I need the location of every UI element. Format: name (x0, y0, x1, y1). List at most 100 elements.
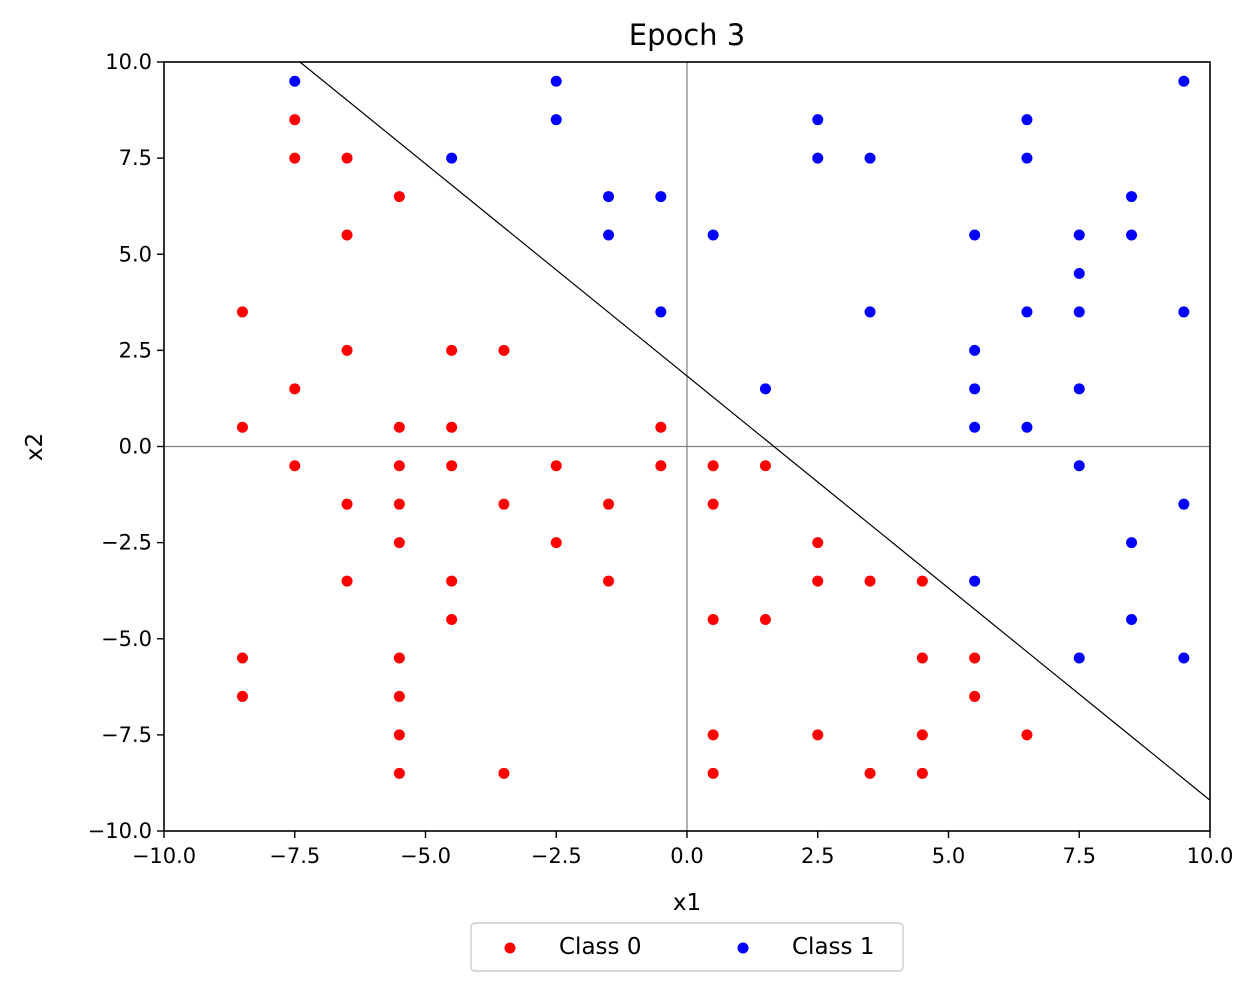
class-1-point (1021, 306, 1033, 318)
class-1-point (759, 383, 771, 395)
class-1-point (1073, 306, 1085, 318)
class-1-point (812, 114, 824, 126)
class-0-point (446, 344, 458, 356)
class-1-point (1126, 229, 1138, 241)
class-1-point (969, 383, 981, 395)
class-1-point (289, 75, 301, 87)
x-tick-label: 7.5 (1063, 844, 1096, 868)
class-0-point (812, 729, 824, 741)
y-tick-label: 0.0 (119, 435, 152, 459)
class-0-point (393, 498, 405, 510)
x-tick-label: 10.0 (1187, 844, 1234, 868)
class-0-point (655, 460, 667, 472)
class-0-point (289, 460, 301, 472)
class-0-point (707, 729, 719, 741)
y-tick-label: 5.0 (119, 242, 152, 266)
class-0-point (864, 575, 876, 587)
class-1-point (1178, 75, 1190, 87)
class-0-point (393, 690, 405, 702)
class-1-point (1178, 306, 1190, 318)
class-1-point (1178, 498, 1190, 510)
class-0-point (707, 460, 719, 472)
class-1-point (1126, 614, 1138, 626)
legend-marker-class-1 (737, 942, 749, 954)
class-0-point (446, 614, 458, 626)
class-0-point (446, 421, 458, 433)
x-tick-label: −10.0 (132, 844, 196, 868)
class-0-point (289, 114, 301, 126)
class-0-point (498, 498, 510, 510)
legend-marker-class-0 (504, 942, 516, 954)
class-1-point (655, 306, 667, 318)
x-tick-label: −5.0 (400, 844, 451, 868)
class-1-point (1126, 191, 1138, 203)
class-0-point (393, 191, 405, 203)
class-0-point (1021, 729, 1033, 741)
class-0-point (393, 652, 405, 664)
class-0-point (393, 421, 405, 433)
y-tick-label: 10.0 (105, 50, 152, 74)
x-tick-label: 2.5 (801, 844, 834, 868)
class-1-point (707, 229, 719, 241)
x-tick-label: 5.0 (932, 844, 965, 868)
class-0-point (759, 460, 771, 472)
class-0-point (289, 152, 301, 164)
class-0-point (969, 690, 981, 702)
class-1-point (1021, 421, 1033, 433)
x-axis-ticks: −10.0 −7.5 −5.0 −2.5 0.0 2.5 5.0 7.5 10.0 (132, 831, 1234, 868)
class-0-point (393, 729, 405, 741)
class-0-point (916, 575, 928, 587)
decision-boundary-line (299, 61, 1211, 801)
class-0-point (655, 421, 667, 433)
x-tick-label: −2.5 (531, 844, 582, 868)
data-points (236, 75, 1190, 779)
class-1-point (1021, 114, 1033, 126)
class-1-point (550, 114, 562, 126)
legend-box (470, 922, 904, 972)
class-0-point (236, 652, 248, 664)
class-1-point (603, 229, 615, 241)
class-1-point (655, 191, 667, 203)
class-0-point (393, 767, 405, 779)
legend-label-class-0: Class 0 (559, 934, 641, 960)
class-0-point (236, 421, 248, 433)
class-0-point (341, 575, 353, 587)
class-0-point (969, 652, 981, 664)
y-tick-label: −5.0 (101, 627, 152, 651)
class-0-point (707, 767, 719, 779)
class-1-point (812, 152, 824, 164)
class-1-point (1073, 652, 1085, 664)
class-0-point (707, 498, 719, 510)
class-0-point (864, 767, 876, 779)
class-1-point (1073, 267, 1085, 279)
class-1-point (864, 306, 876, 318)
class-1-point (550, 75, 562, 87)
class-1-point (864, 152, 876, 164)
class-0-point (812, 537, 824, 549)
class-1-point (969, 575, 981, 587)
class-0-point (916, 652, 928, 664)
class-0-point (341, 152, 353, 164)
class-1-point (1178, 652, 1190, 664)
decision-boundary (299, 61, 1211, 801)
class-0-point (550, 537, 562, 549)
class-1-point (969, 344, 981, 356)
class-0-point (916, 729, 928, 741)
class-0-point (289, 383, 301, 395)
class-0-point (498, 344, 510, 356)
class-0-point (236, 690, 248, 702)
class-0-point (759, 614, 771, 626)
class-0-point (393, 537, 405, 549)
class-0-point (550, 460, 562, 472)
reference-lines (164, 62, 1210, 831)
class-0-point (707, 614, 719, 626)
x-axis-label: x1 (673, 890, 701, 916)
class-1-point (1073, 229, 1085, 241)
class-0-point (341, 229, 353, 241)
class-1-point (1073, 383, 1085, 395)
class-0-point (603, 498, 615, 510)
class-1-point (969, 229, 981, 241)
chart-title: Epoch 3 (629, 18, 745, 52)
